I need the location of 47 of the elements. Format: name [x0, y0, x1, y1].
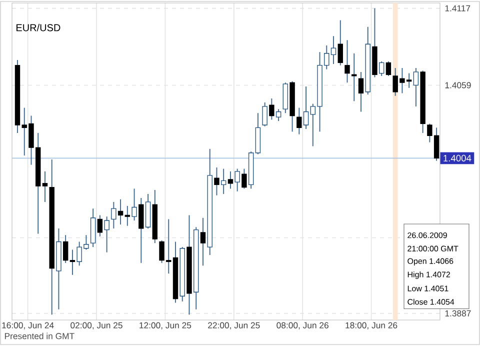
x-tick-label: 08:00, Jun 26	[276, 322, 328, 330]
annotation: Open 1.4066	[408, 258, 454, 266]
candlestick	[338, 20, 343, 66]
candlestick	[214, 166, 220, 196]
candlestick	[132, 188, 137, 221]
text: EUR/USD	[16, 24, 60, 32]
annotation: Low 1.4051	[408, 286, 448, 292]
candlestick	[386, 60, 392, 76]
ref-line-label: 1.4004	[444, 154, 472, 162]
annotation: 21:00:00 GMT	[408, 246, 458, 252]
x-tick-label: 22:00, Jun 25	[208, 322, 260, 330]
candlestick	[378, 60, 384, 76]
candlestick	[111, 201, 116, 229]
candlestick	[262, 102, 268, 127]
y-tick-label: 1.4059	[445, 82, 471, 88]
candlestick	[228, 170, 234, 190]
annotation: Close 1.4054	[408, 298, 454, 305]
y-tick-label: 1.3887	[445, 310, 471, 316]
text: Presented in GMT	[4, 332, 74, 340]
candlestick	[242, 168, 247, 190]
annotation: High 1.4072	[408, 271, 450, 279]
x-tick-label: 16:00, Jun 24	[2, 322, 54, 330]
annotation: 26.06.2009	[408, 232, 447, 238]
y-tick-label: 1.4117	[445, 5, 470, 12]
candlestick	[200, 217, 206, 266]
candlestick	[352, 52, 357, 102]
candlestick	[296, 107, 302, 135]
candlestick	[358, 71, 364, 112]
candlestick	[303, 86, 309, 130]
x-tick-label: 12:00, Jun 25	[140, 322, 192, 330]
x-tick-label: 02:00, Jun 25	[70, 322, 122, 330]
candlestick	[118, 198, 124, 225]
candlestick	[62, 234, 68, 264]
candlestick	[269, 98, 274, 120]
candlestick	[97, 214, 103, 237]
candlestick	[70, 249, 76, 276]
candlestick	[124, 205, 130, 226]
candlestick	[104, 216, 110, 253]
candlestick	[220, 168, 226, 194]
candlestick	[330, 36, 336, 64]
x-tick-label: 18:00, Jun 26	[346, 322, 398, 330]
candlestick	[42, 170, 48, 202]
candlestick	[234, 168, 240, 192]
candlestick	[344, 40, 350, 84]
candlestick	[413, 68, 419, 107]
candlestick	[138, 197, 144, 264]
candlestick	[276, 108, 282, 122]
